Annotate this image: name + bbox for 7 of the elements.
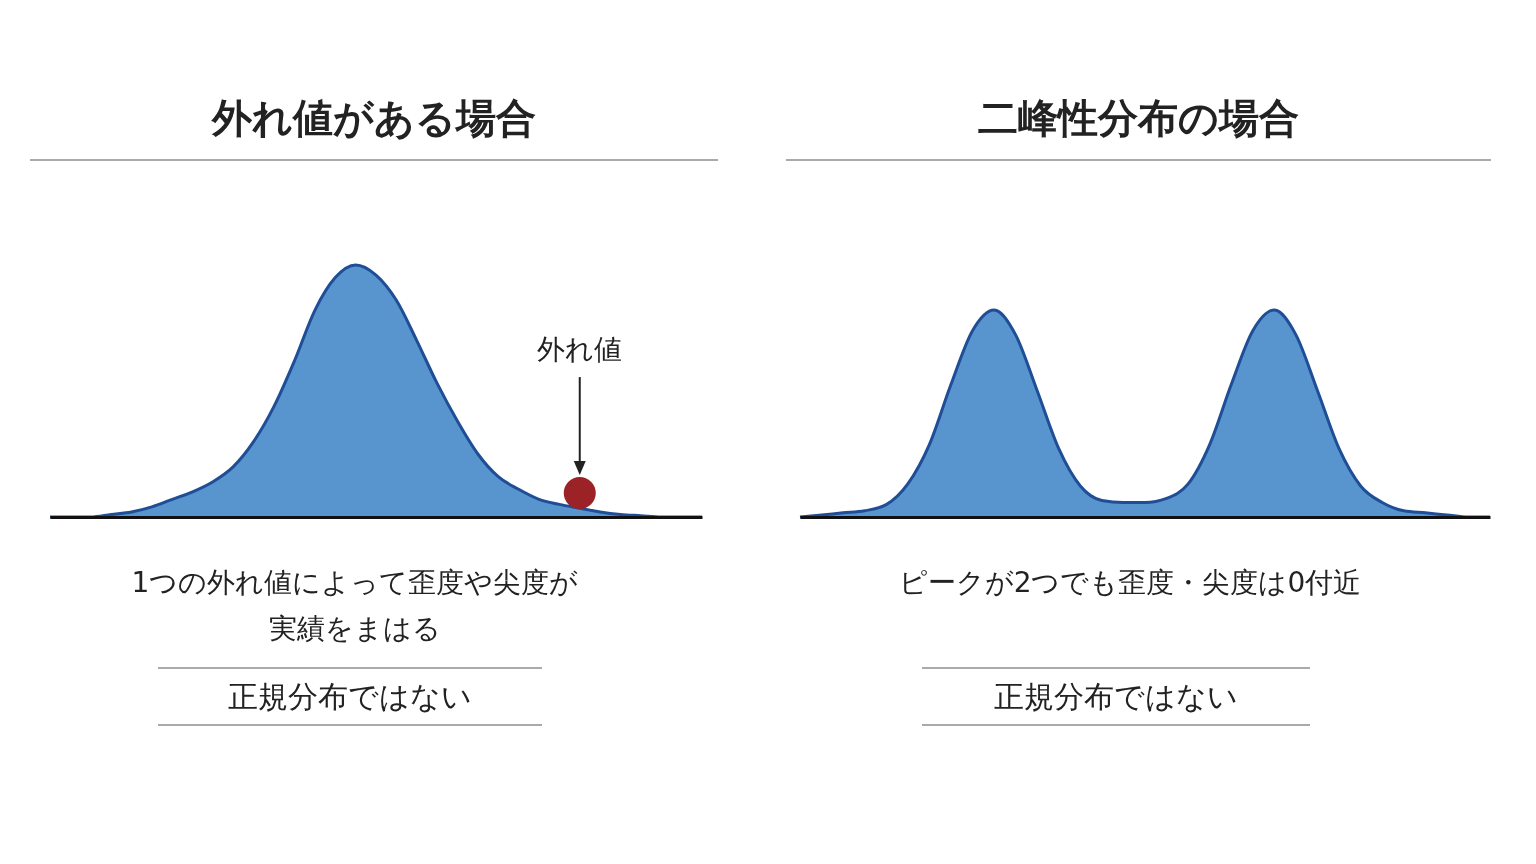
text: 正規分布ではない	[994, 679, 1238, 714]
text: ピークが2つでも歪度・尖度は0付近	[898, 566, 1362, 599]
text: 1つの外れ値によって歪度や尖度が実績をまはる	[131, 566, 579, 645]
chart-title: 外れ値がある場合	[211, 95, 536, 141]
annotation: 外れ値	[537, 333, 623, 367]
chart-title: 二峰性分布の場合	[978, 95, 1299, 141]
text: 正規分布ではない	[228, 679, 472, 714]
